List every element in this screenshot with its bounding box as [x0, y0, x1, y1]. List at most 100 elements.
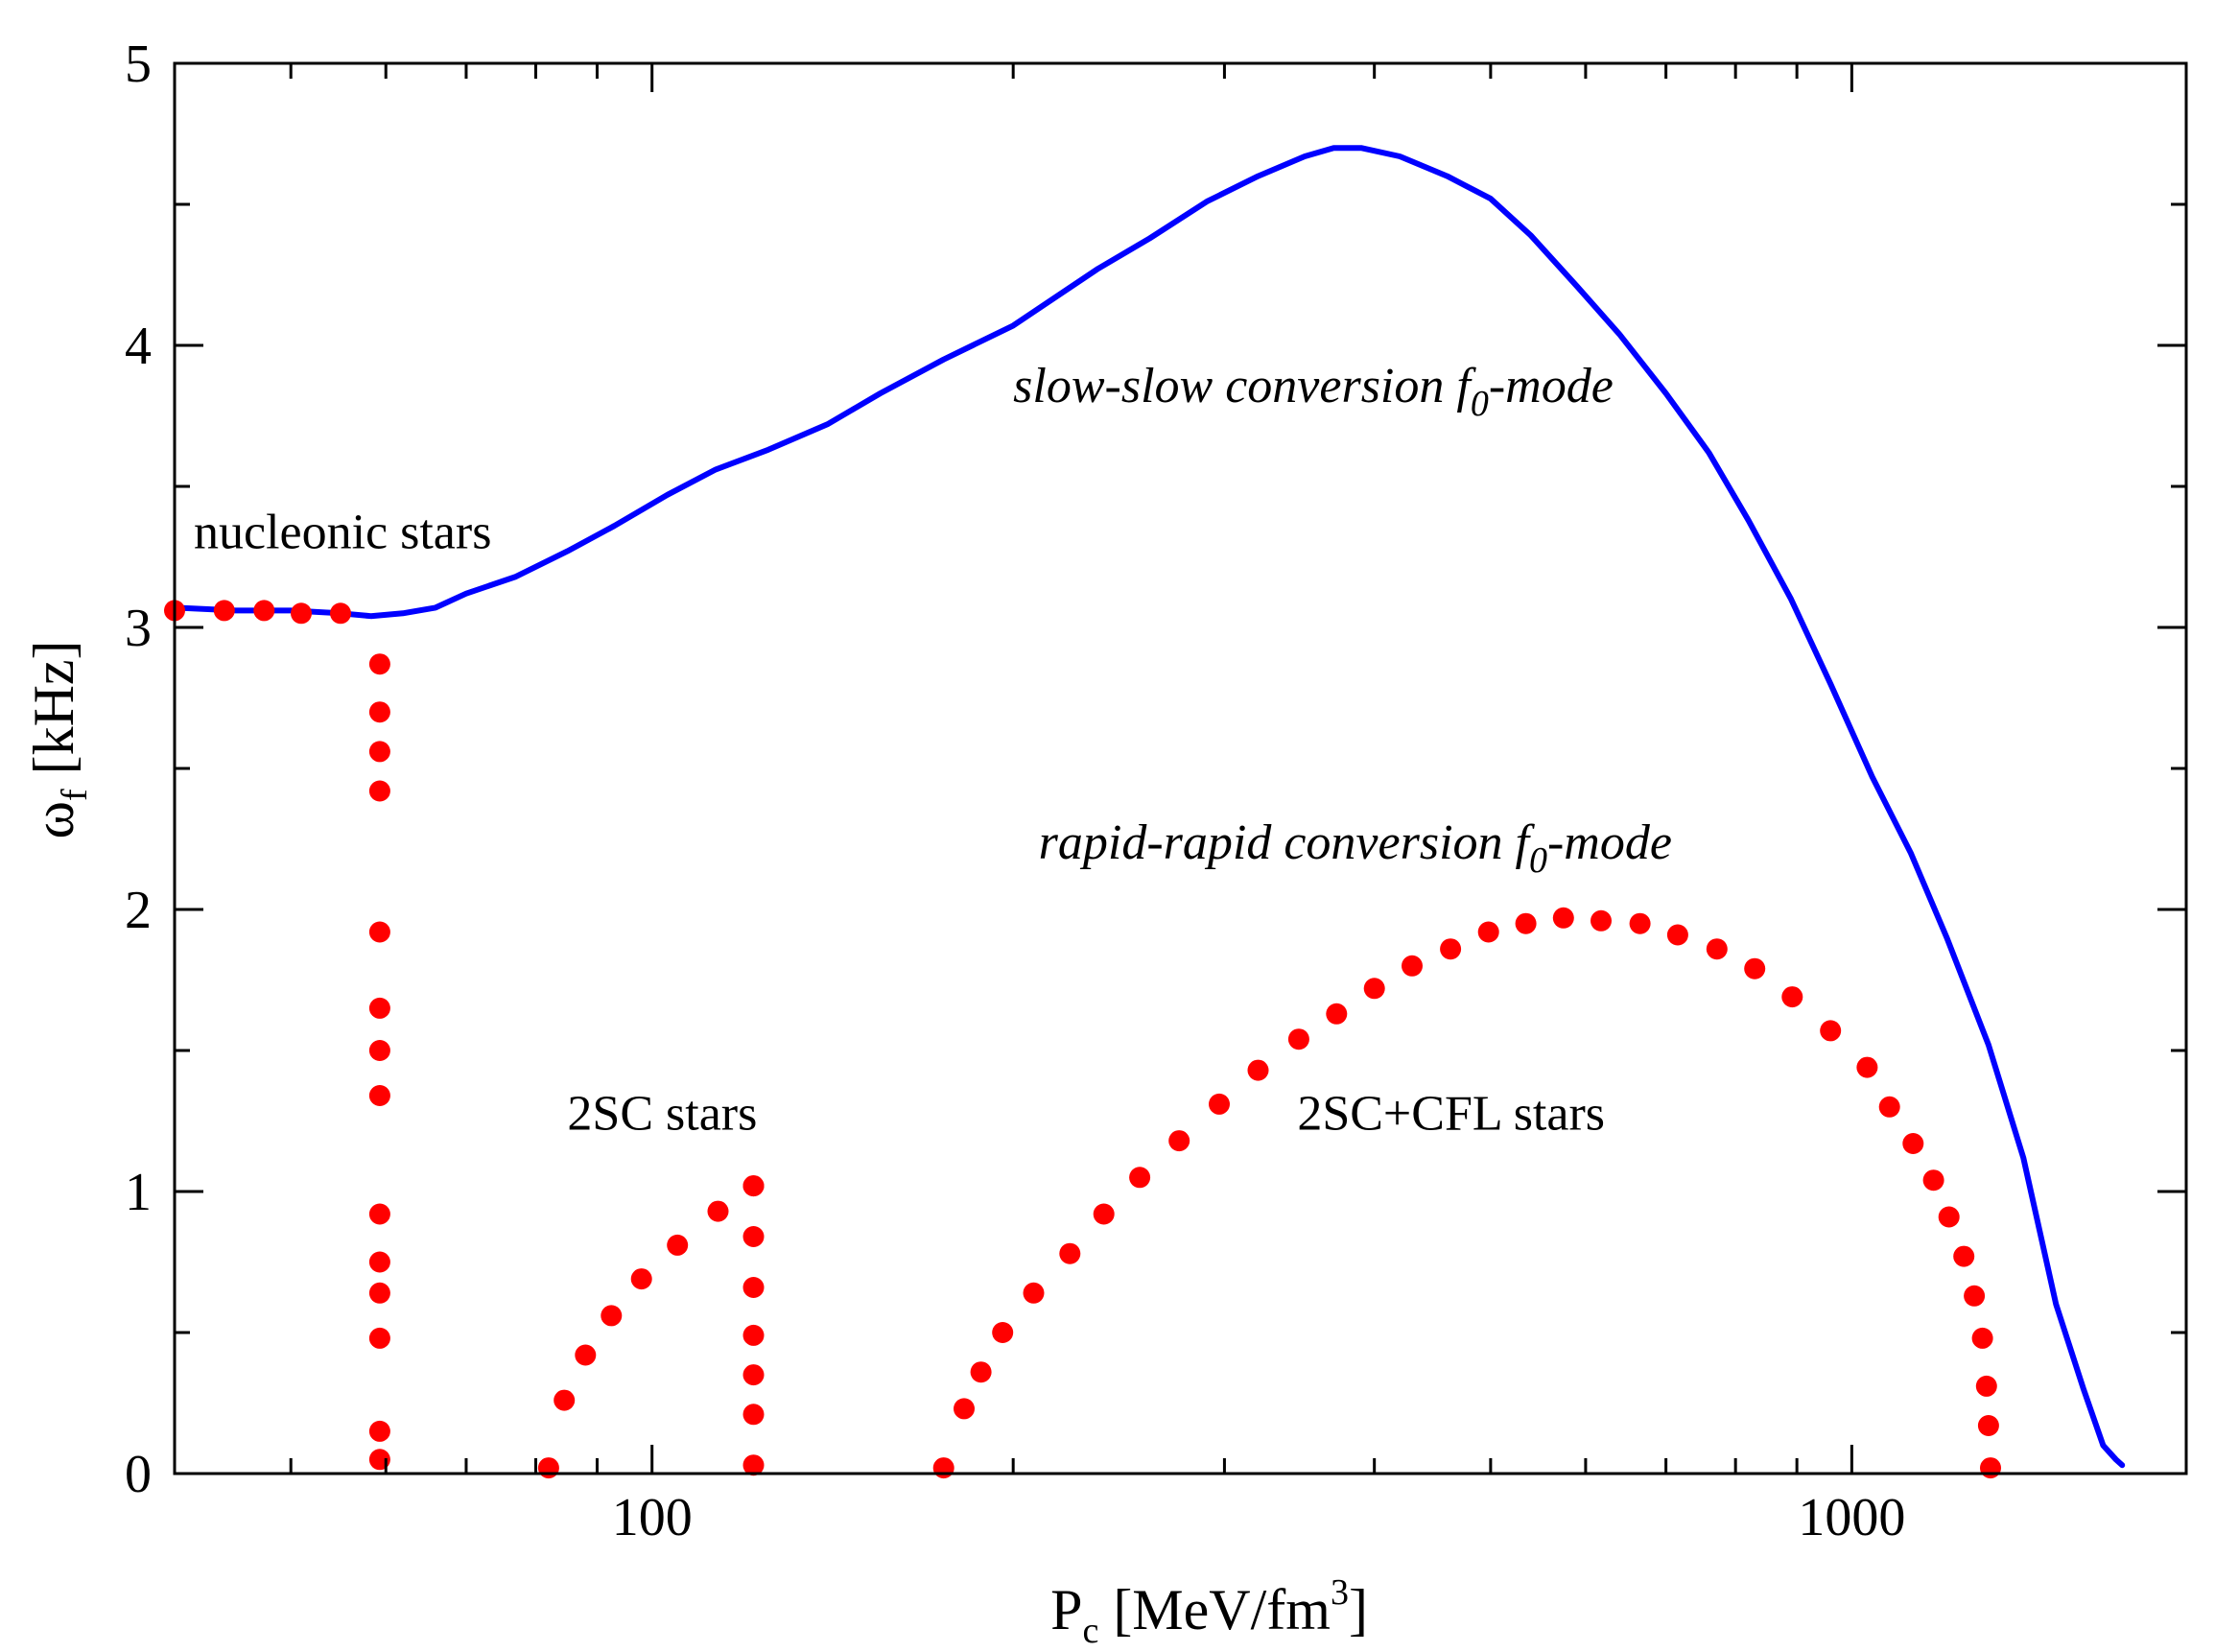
data-point — [1781, 986, 1803, 1008]
annotation-rapid: rapid-rapid conversion f0-mode — [1039, 815, 1672, 881]
data-point — [1975, 1375, 1997, 1397]
data-point — [932, 1457, 954, 1479]
x-tick-label: 100 — [612, 1488, 693, 1547]
data-point — [368, 653, 390, 675]
data-point — [1326, 1003, 1348, 1025]
data-point — [742, 1175, 765, 1197]
annotation-text: slow-slow conversion — [1013, 359, 1456, 413]
data-point — [630, 1268, 652, 1290]
y-tick-label: 4 — [125, 317, 152, 376]
data-point — [368, 1251, 390, 1273]
annotation-text: rapid-rapid conversion — [1039, 815, 1516, 870]
x-axis-title-end: ] — [1349, 1578, 1368, 1641]
data-point — [1363, 978, 1385, 1000]
annotation-subscript: 0 — [1471, 384, 1489, 424]
data-point — [537, 1457, 559, 1479]
data-point — [742, 1454, 765, 1476]
data-point — [1856, 1056, 1878, 1078]
data-point — [954, 1398, 975, 1420]
annotation-suffix: -mode — [1547, 815, 1672, 870]
y-tick-label: 1 — [125, 1163, 152, 1222]
data-point — [1629, 912, 1651, 934]
data-point — [1964, 1285, 1986, 1307]
y-tick-label: 5 — [125, 35, 152, 94]
data-point — [1209, 1093, 1230, 1115]
data-point — [1980, 1457, 2001, 1479]
annotation-nucleonic: nucleonic stars — [194, 506, 491, 560]
data-point — [1440, 938, 1462, 960]
data-point — [368, 1327, 390, 1349]
data-point — [1129, 1167, 1151, 1189]
data-point — [1023, 1282, 1045, 1304]
data-point — [1402, 955, 1423, 977]
x-tick-label: 1000 — [1798, 1488, 1905, 1547]
y-axis-title-unit: [kHz] — [22, 640, 85, 789]
data-point — [1591, 909, 1612, 932]
data-point — [1247, 1059, 1269, 1081]
data-point — [368, 741, 390, 763]
data-point — [742, 1226, 765, 1247]
x-axis-title-sub: c — [1082, 1611, 1098, 1651]
data-point — [1706, 938, 1728, 960]
data-point — [554, 1389, 576, 1411]
data-point — [667, 1234, 689, 1256]
annotation-subscript: 0 — [1529, 840, 1547, 881]
x-axis-title: Pc [MeV/fm3] — [1050, 1572, 1368, 1651]
data-point — [601, 1305, 623, 1327]
data-point — [1953, 1245, 1975, 1267]
y-tick-label: 0 — [125, 1445, 152, 1504]
x-axis-title-unit: [MeV/fm — [1098, 1578, 1331, 1641]
data-point — [1971, 1327, 1993, 1349]
data-point — [1902, 1133, 1924, 1154]
data-point — [368, 921, 390, 943]
data-point — [970, 1361, 992, 1383]
data-point — [1922, 1169, 1944, 1192]
data-point — [1477, 921, 1499, 943]
data-point — [1977, 1415, 1999, 1436]
annotation-twosc: 2SC stars — [567, 1086, 757, 1141]
x-axis-title-main: P — [1050, 1578, 1082, 1641]
data-point — [742, 1404, 765, 1426]
data-point — [1515, 912, 1537, 934]
data-point — [368, 997, 390, 1019]
x-axis-title-sup: 3 — [1331, 1572, 1349, 1613]
data-point — [742, 1324, 765, 1346]
y-axis-title-main: ω — [22, 801, 85, 839]
data-point — [1820, 1020, 1842, 1042]
data-point — [575, 1344, 597, 1366]
data-point — [1059, 1242, 1081, 1264]
data-point — [1744, 957, 1766, 979]
data-point — [368, 1420, 390, 1442]
y-tick-label: 3 — [125, 599, 152, 658]
y-axis-title: ωf [kHz] — [22, 640, 95, 838]
y-tick-label: 2 — [125, 881, 152, 940]
data-point — [1093, 1203, 1115, 1225]
data-point — [213, 600, 235, 622]
annotation-cfl: 2SC+CFL stars — [1297, 1086, 1605, 1141]
data-point — [291, 602, 312, 625]
data-point — [368, 1040, 390, 1061]
data-point — [368, 1203, 390, 1225]
data-point — [368, 701, 390, 723]
data-point — [368, 1282, 390, 1304]
data-point — [368, 780, 390, 802]
data-point — [742, 1364, 765, 1386]
data-point — [253, 600, 275, 622]
data-point — [742, 1277, 765, 1298]
data-point — [1878, 1096, 1900, 1118]
data-point — [1666, 924, 1688, 946]
data-point — [1287, 1028, 1309, 1050]
plot-area — [164, 145, 2126, 1479]
data-point — [330, 602, 351, 625]
data-point — [368, 1085, 390, 1106]
data-point — [1938, 1206, 1960, 1228]
data-point — [1552, 907, 1574, 929]
annotation-suffix: -mode — [1489, 359, 1614, 413]
data-point — [707, 1200, 729, 1222]
series-line-0 — [175, 145, 2126, 1469]
data-point — [992, 1322, 1014, 1343]
